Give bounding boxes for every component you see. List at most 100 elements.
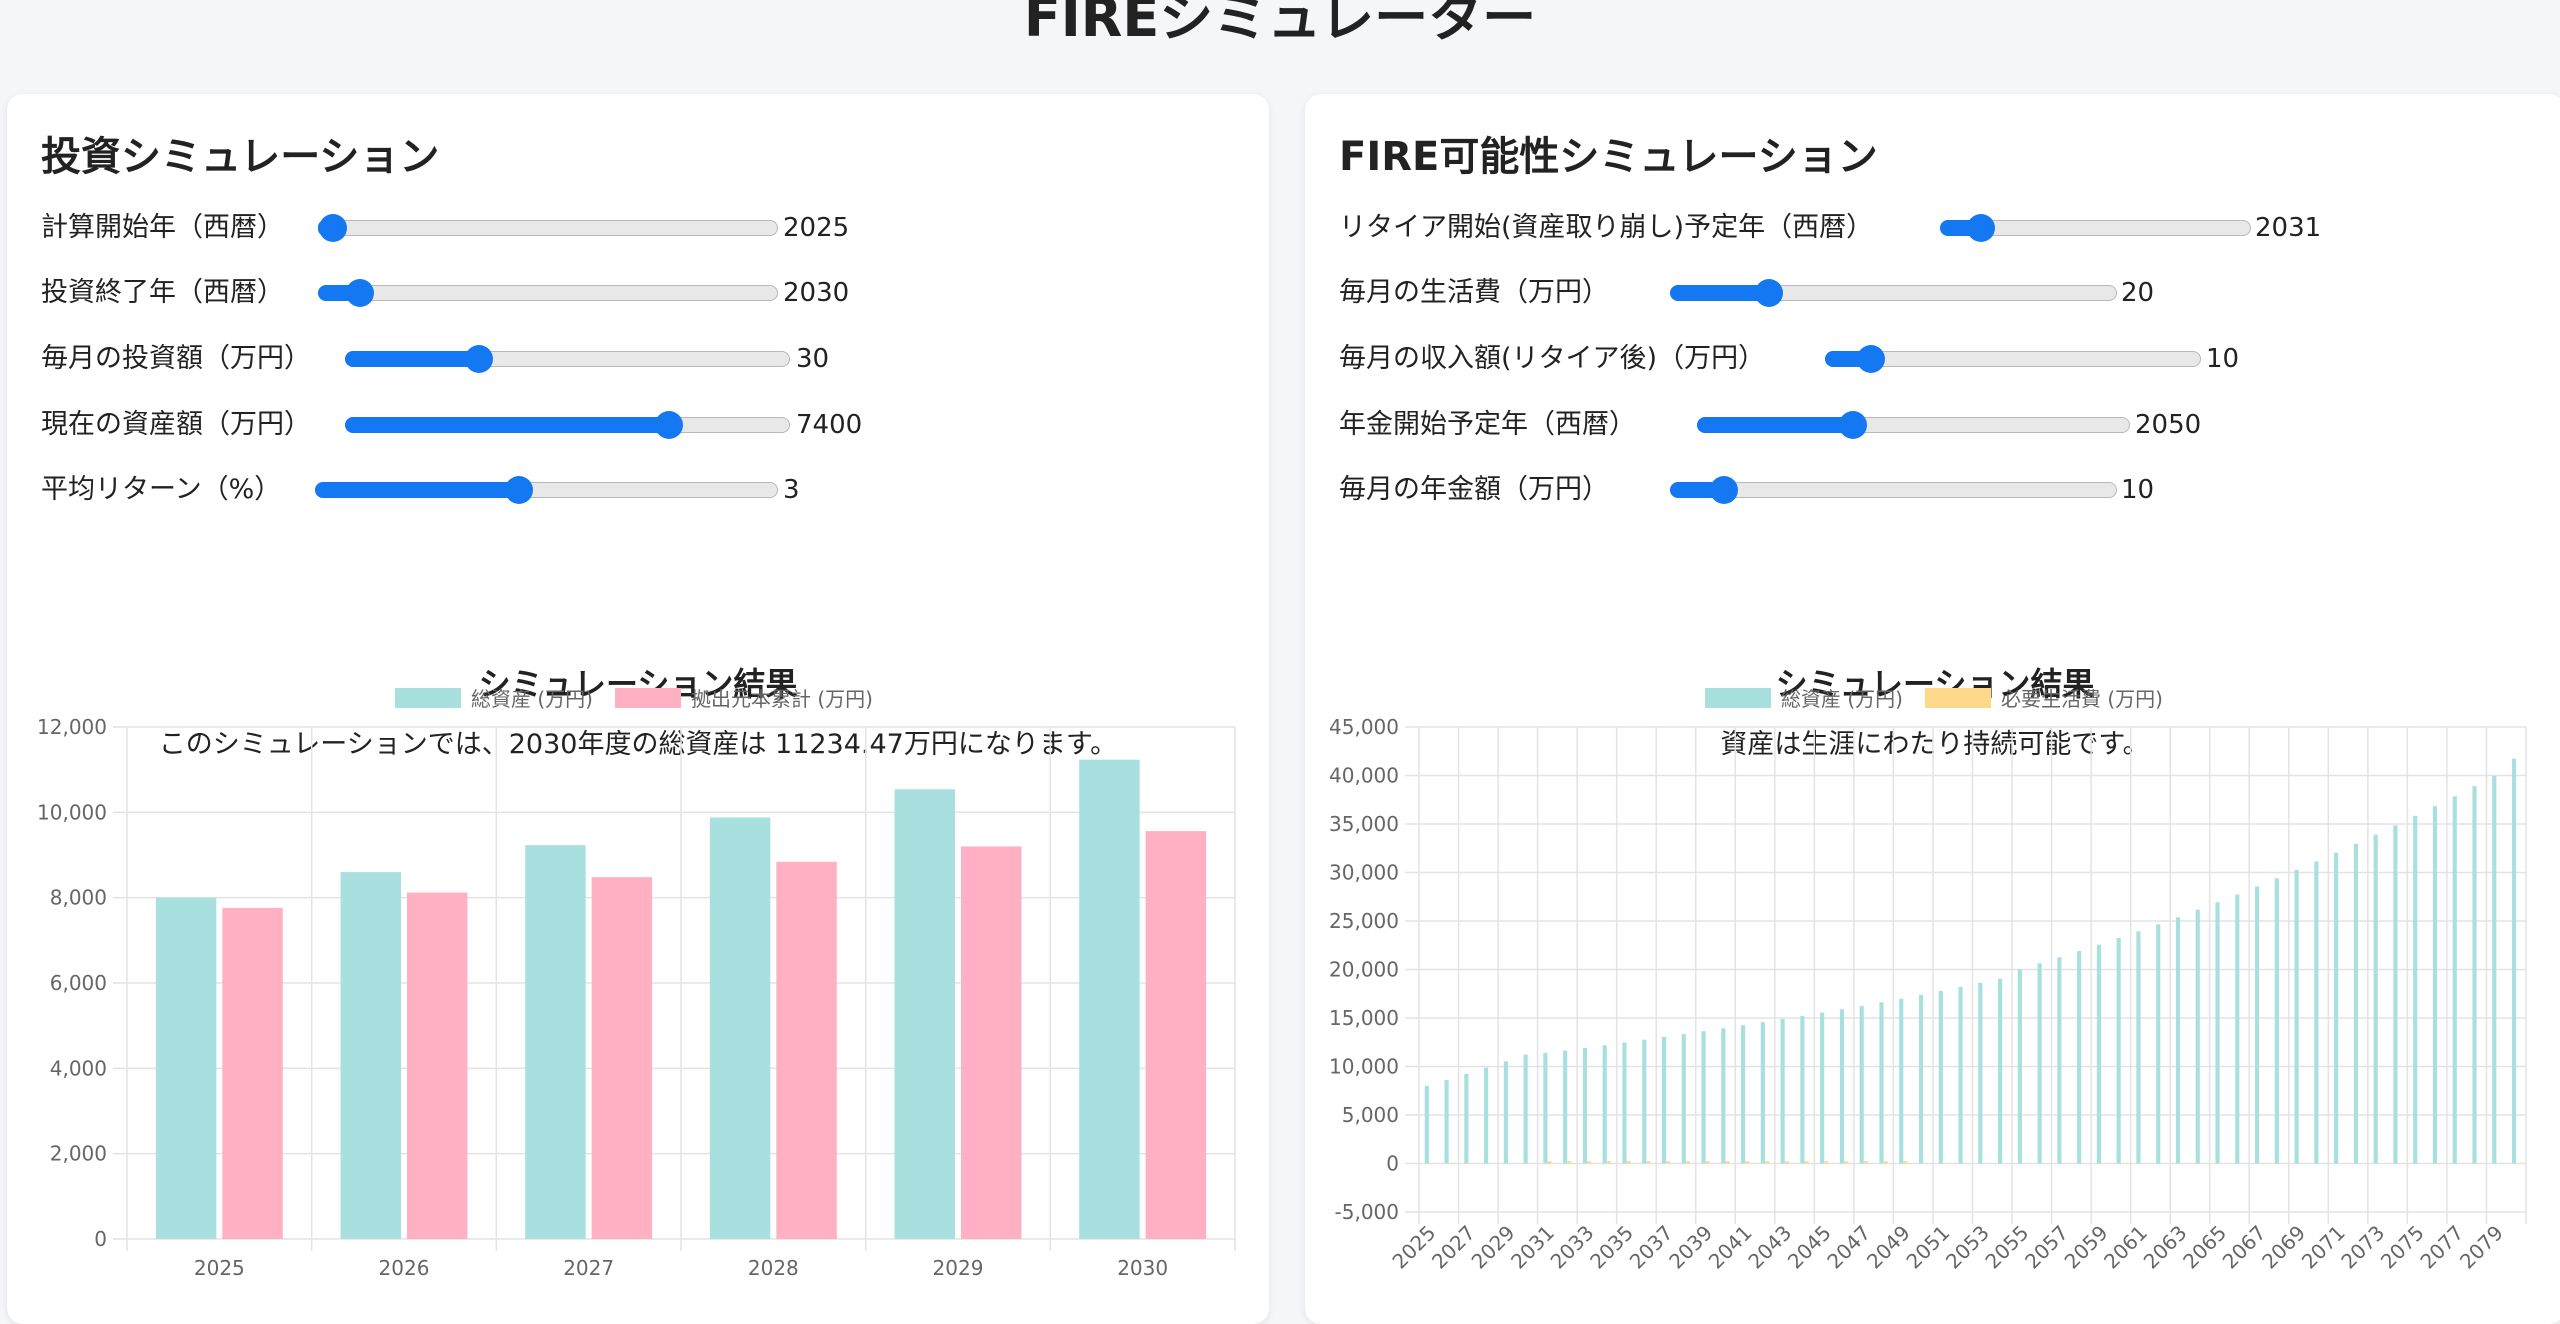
x-tick-label: 2075 xyxy=(2376,1221,2429,1274)
end-year-value: 2030 xyxy=(783,278,850,308)
bar-series0-2040 xyxy=(1721,1028,1726,1164)
bar-series1-2036 xyxy=(1646,1161,1651,1164)
living-cost-label: 毎月の生活費（万円） xyxy=(1339,277,1609,308)
bar-series0-2028 xyxy=(709,817,771,1239)
bar-series0-2034 xyxy=(1602,1045,1607,1164)
bar-series0-2067 xyxy=(2254,886,2260,1164)
x-tick-label: 2043 xyxy=(1743,1221,1796,1274)
current-assets-slider-thumb[interactable] xyxy=(655,411,684,439)
x-tick-label: 2031 xyxy=(1506,1221,1559,1274)
legend-swatch-1 xyxy=(1925,688,1991,708)
y-tick-label: 40,000 xyxy=(1329,764,1399,788)
bar-series0-2073 xyxy=(2373,834,2378,1164)
bar-series0-2046 xyxy=(1839,1009,1845,1164)
x-tick-label: 2035 xyxy=(1585,1221,1638,1274)
bar-series0-2032 xyxy=(1563,1050,1568,1164)
current-assets-value: 7400 xyxy=(796,410,863,440)
monthly-investment-slider[interactable] xyxy=(345,345,790,373)
legend-label-1: 必要生活費 (万円) xyxy=(2001,687,2163,711)
retire-year-slider-thumb[interactable] xyxy=(1967,214,1996,242)
y-tick-label: 12,000 xyxy=(37,715,107,739)
bar-series0-2072 xyxy=(2353,843,2358,1164)
bar-series0-2035 xyxy=(1622,1042,1627,1164)
bar-series0-2052 xyxy=(1958,986,1963,1164)
start-year-value: 2025 xyxy=(783,213,850,243)
current-assets-label: 現在の資産額（万円） xyxy=(41,409,311,440)
bar-series0-2027 xyxy=(1464,1073,1469,1164)
bar-series0-2076 xyxy=(2432,806,2438,1164)
y-tick-label: 10,000 xyxy=(1329,1055,1399,1079)
fire-result-text: 資産は生涯にわたり持続可能です。 xyxy=(1720,729,2150,760)
retire-year-slider[interactable] xyxy=(1940,214,2251,242)
bar-series1-2025 xyxy=(222,907,283,1239)
legend-swatch-0 xyxy=(395,688,461,708)
bar-series0-2061 xyxy=(2136,931,2141,1164)
living-cost-slider-thumb[interactable] xyxy=(1754,279,1783,307)
x-tick-label: 2069 xyxy=(2257,1221,2310,1274)
x-tick-label: 2073 xyxy=(2336,1221,2389,1274)
bar-series0-2054 xyxy=(1998,978,2003,1164)
retire-year-label: リタイア開始(資産取り崩し)予定年（西暦） xyxy=(1339,212,1874,243)
bar-series1-2026 xyxy=(407,892,468,1239)
x-tick-label: 2029 xyxy=(1467,1221,1520,1274)
start-year-slider-thumb[interactable] xyxy=(318,214,347,242)
bar-series0-2080 xyxy=(2511,758,2517,1164)
page-title: FIREシミュレーター xyxy=(1023,0,1537,49)
x-tick-label: 2027 xyxy=(1427,1221,1480,1274)
post-retire-income-value: 10 xyxy=(2206,344,2240,374)
bar-series0-2055 xyxy=(2017,969,2022,1164)
post-retire-income-slider-thumb[interactable] xyxy=(1856,345,1885,373)
pension-start-slider[interactable] xyxy=(1697,411,2130,439)
living-cost-slider[interactable] xyxy=(1670,279,2117,307)
start-year-slider[interactable] xyxy=(318,214,778,242)
bar-series0-2049 xyxy=(1899,998,1904,1164)
x-tick-label: 2079 xyxy=(2455,1221,2508,1274)
monthly-pension-value: 10 xyxy=(2121,475,2155,505)
legend-swatch-0 xyxy=(1705,688,1771,708)
bar-series1-2040 xyxy=(1725,1161,1730,1164)
bar-series1-2027 xyxy=(591,877,653,1239)
monthly-pension-slider-thumb[interactable] xyxy=(1710,476,1739,504)
avg-return-slider-thumb[interactable] xyxy=(504,476,533,504)
avg-return-label: 平均リターン（%） xyxy=(41,474,282,505)
x-tick-label: 2077 xyxy=(2415,1221,2468,1274)
monthly-pension-slider[interactable] xyxy=(1670,476,2117,504)
y-tick-label: 30,000 xyxy=(1329,861,1399,885)
legend-label-1: 拠出元本累計 (万円) xyxy=(691,687,873,711)
bar-series0-2044 xyxy=(1800,1015,1805,1164)
bar-series0-2064 xyxy=(2195,909,2200,1164)
post-retire-income-slider[interactable] xyxy=(1825,345,2201,373)
avg-return-slider[interactable] xyxy=(315,476,778,504)
end-year-label: 投資終了年（西暦） xyxy=(41,277,284,308)
y-tick-label: 0 xyxy=(94,1227,107,1251)
bar-series1-2035 xyxy=(1626,1161,1631,1164)
monthly-investment-slider-thumb[interactable] xyxy=(464,345,493,373)
bar-series1-2048 xyxy=(1883,1161,1888,1164)
monthly-investment-label: 毎月の投資額（万円） xyxy=(41,343,311,374)
bar-series0-2025 xyxy=(1424,1085,1429,1164)
y-tick-label: 0 xyxy=(1386,1152,1399,1176)
bar-series0-2071 xyxy=(2334,852,2339,1164)
bar-series1-2031 xyxy=(1547,1161,1552,1164)
bar-series0-2059 xyxy=(2096,944,2101,1164)
bar-series0-2042 xyxy=(1760,1022,1765,1164)
x-tick-label: 2047 xyxy=(1822,1221,1875,1274)
legend-label-0: 総資産 (万円) xyxy=(471,687,593,711)
pension-start-slider-thumb[interactable] xyxy=(1839,411,1868,439)
y-tick-label: -5,000 xyxy=(1335,1200,1399,1224)
bar-series1-2030 xyxy=(1145,831,1207,1239)
end-year-slider-thumb[interactable] xyxy=(346,279,375,307)
investment-bar-chart: 総資産 (万円) 拠出元本累計 (万円) 0 2,000 4,000 6,000 8,000… xyxy=(37,687,1236,1280)
bar-series1-2044 xyxy=(1804,1161,1809,1164)
y-tick-label: 45,000 xyxy=(1329,715,1399,739)
y-tick-label: 20,000 xyxy=(1329,958,1399,982)
bar-series0-2068 xyxy=(2274,878,2279,1164)
bar-series0-2030 xyxy=(1079,759,1140,1239)
fire-bar-chart: 総資産 (万円) 必要生活費 (万円) -5,000 0 5,000 10,000 15,0… xyxy=(1329,687,2527,1274)
bar-series0-2047 xyxy=(1859,1005,1864,1164)
retire-year-value: 2031 xyxy=(2255,213,2322,243)
living-cost-value: 20 xyxy=(2121,278,2155,308)
end-year-slider[interactable] xyxy=(318,279,778,307)
bar-series1-2041 xyxy=(1745,1161,1750,1164)
current-assets-slider[interactable] xyxy=(345,411,790,439)
